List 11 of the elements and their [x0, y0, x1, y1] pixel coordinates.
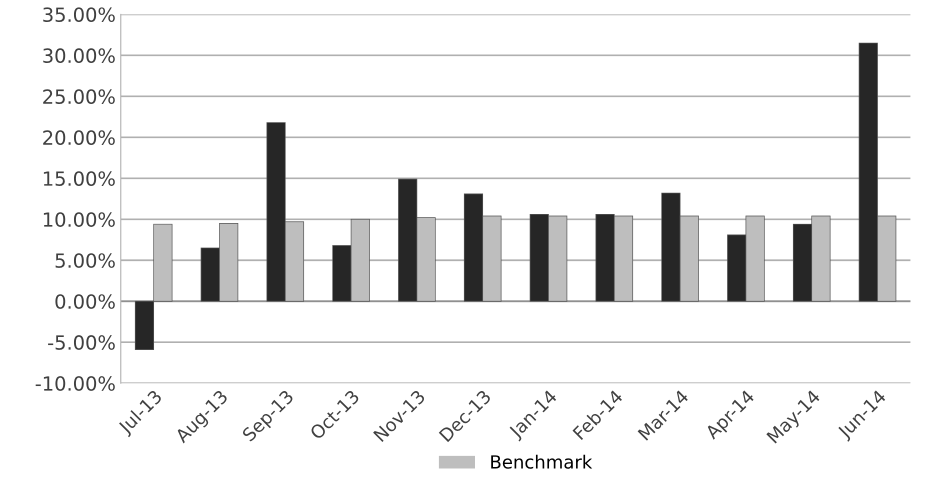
y-tick-label: 20.00% — [43, 130, 115, 145]
y-tick-label: 30.00% — [43, 48, 115, 64]
y-tick-label: 15.00% — [44, 171, 115, 186]
y-tick-label: 10.00% — [44, 212, 115, 227]
y-tick-label: 5.00% — [56, 253, 115, 268]
y-tick-label: 35.00% — [43, 7, 115, 22]
y-tick-label: 0.00% — [55, 294, 115, 309]
y-tick-label: -5.00% — [48, 335, 115, 350]
y-tick-label: 25.00% — [43, 89, 115, 104]
y-tick-label: -10.00% — [36, 376, 115, 391]
legend-label: Benchmark — [491, 454, 592, 469]
